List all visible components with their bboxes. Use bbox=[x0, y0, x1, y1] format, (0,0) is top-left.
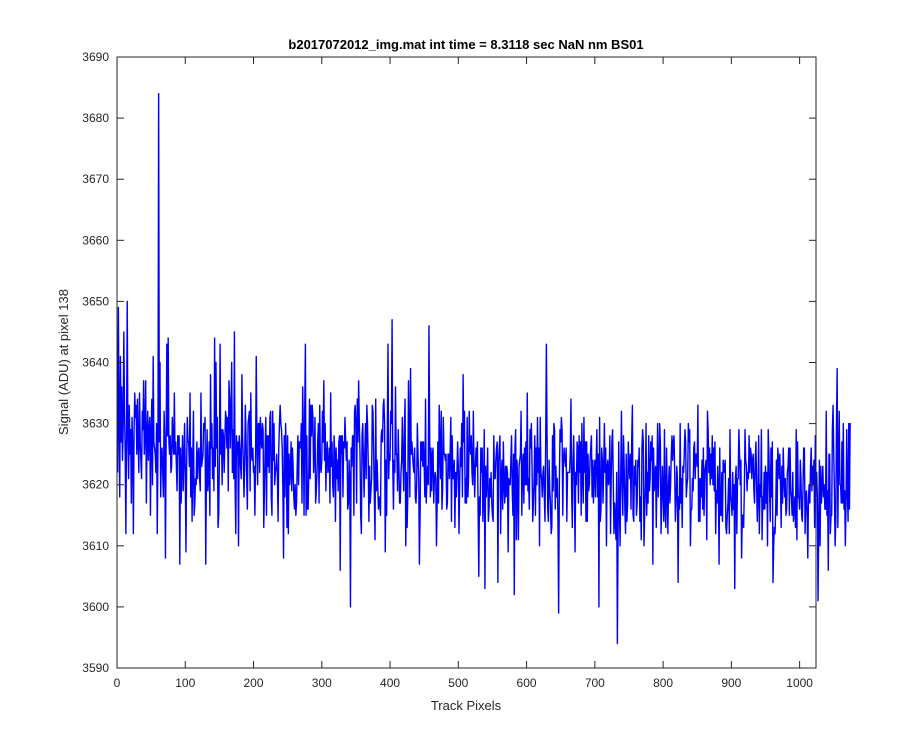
x-tick-label: 800 bbox=[653, 676, 673, 690]
signal-series-line bbox=[116, 92, 851, 645]
x-tick-label: 200 bbox=[244, 676, 264, 690]
x-tick-label: 0 bbox=[114, 676, 121, 690]
x-tick-label: 1000 bbox=[786, 676, 813, 690]
y-tick-label: 3680 bbox=[82, 111, 109, 125]
x-axis-title: Track Pixels bbox=[431, 698, 502, 713]
y-tick-label: 3670 bbox=[82, 172, 109, 186]
x-tick-label: 400 bbox=[380, 676, 400, 690]
y-tick-label: 3630 bbox=[82, 417, 109, 431]
x-tick-label: 500 bbox=[448, 676, 468, 690]
y-tick-label: 3620 bbox=[82, 478, 109, 492]
series-layer bbox=[116, 92, 851, 645]
y-tick-label: 3640 bbox=[82, 356, 109, 370]
y-tick-label: 3650 bbox=[82, 294, 109, 308]
chart-title: b2017072012_img.mat int time = 8.3118 se… bbox=[288, 37, 643, 52]
x-tick-label: 900 bbox=[721, 676, 741, 690]
y-tick-label: 3690 bbox=[82, 50, 109, 64]
x-tick-label: 300 bbox=[312, 676, 332, 690]
x-tick-label: 600 bbox=[517, 676, 537, 690]
y-tick-label: 3600 bbox=[82, 600, 109, 614]
y-tick-label: 3610 bbox=[82, 539, 109, 553]
ticks-layer: 0 100 200 300 400 500 600 700 800 900 1000 3590 3600… bbox=[82, 50, 816, 690]
plot-area-background bbox=[117, 57, 816, 668]
y-axis-title: Signal (ADU) at pixel 138 bbox=[56, 289, 71, 435]
y-tick-label: 3590 bbox=[82, 661, 109, 675]
x-tick-label: 100 bbox=[175, 676, 195, 690]
y-tick-label: 3660 bbox=[82, 233, 109, 247]
x-tick-label: 700 bbox=[585, 676, 605, 690]
